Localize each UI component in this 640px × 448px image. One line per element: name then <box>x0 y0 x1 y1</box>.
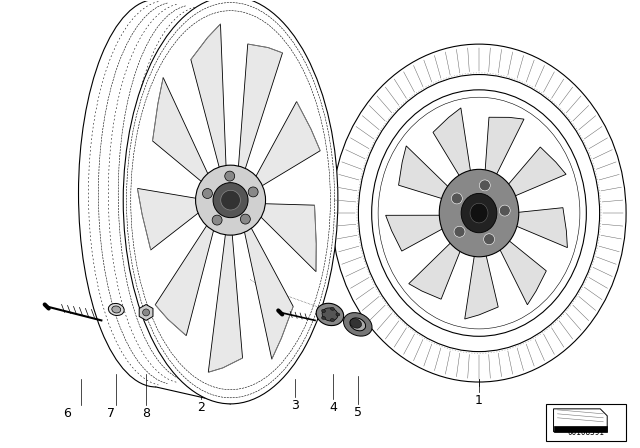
Circle shape <box>212 215 222 225</box>
Bar <box>545 404 626 441</box>
Ellipse shape <box>330 319 334 322</box>
Polygon shape <box>251 203 316 271</box>
Polygon shape <box>554 426 607 432</box>
Polygon shape <box>433 108 474 194</box>
Text: 3: 3 <box>291 399 299 412</box>
Circle shape <box>479 180 490 191</box>
Ellipse shape <box>372 90 586 336</box>
Polygon shape <box>139 305 153 320</box>
Polygon shape <box>484 117 524 193</box>
Circle shape <box>454 226 465 237</box>
Polygon shape <box>499 208 568 248</box>
Circle shape <box>499 205 510 216</box>
Circle shape <box>225 171 235 181</box>
Ellipse shape <box>439 169 519 257</box>
Circle shape <box>248 187 258 197</box>
Circle shape <box>143 309 150 316</box>
Text: 00108391: 00108391 <box>567 428 604 437</box>
Circle shape <box>202 189 212 198</box>
Ellipse shape <box>336 313 340 316</box>
Text: 4: 4 <box>329 401 337 414</box>
Circle shape <box>484 234 495 245</box>
Text: 5: 5 <box>354 406 362 419</box>
Ellipse shape <box>322 308 338 321</box>
Polygon shape <box>554 409 607 432</box>
Ellipse shape <box>321 316 326 319</box>
Polygon shape <box>242 216 293 359</box>
Text: 1: 1 <box>475 394 483 407</box>
Polygon shape <box>465 235 498 319</box>
Ellipse shape <box>124 0 338 404</box>
Ellipse shape <box>332 44 626 382</box>
Ellipse shape <box>213 183 248 218</box>
Polygon shape <box>495 147 566 204</box>
Ellipse shape <box>461 194 497 233</box>
Polygon shape <box>191 24 227 180</box>
Polygon shape <box>409 228 468 299</box>
Circle shape <box>451 193 462 204</box>
Ellipse shape <box>330 307 334 310</box>
Polygon shape <box>208 222 243 372</box>
Ellipse shape <box>344 313 372 336</box>
Circle shape <box>241 214 250 224</box>
Ellipse shape <box>112 306 121 313</box>
Ellipse shape <box>358 74 600 352</box>
Polygon shape <box>237 44 282 181</box>
Polygon shape <box>156 215 217 336</box>
Polygon shape <box>152 78 214 190</box>
Ellipse shape <box>321 310 326 312</box>
Ellipse shape <box>350 319 362 328</box>
Text: 7: 7 <box>108 407 115 420</box>
Text: 2: 2 <box>197 401 205 414</box>
Ellipse shape <box>108 303 124 315</box>
Polygon shape <box>386 215 460 251</box>
Ellipse shape <box>470 203 488 223</box>
Text: 8: 8 <box>142 407 150 420</box>
Ellipse shape <box>196 165 266 235</box>
Text: 6: 6 <box>63 407 70 420</box>
Polygon shape <box>249 102 320 193</box>
Polygon shape <box>399 146 463 204</box>
Ellipse shape <box>221 190 241 210</box>
Ellipse shape <box>316 303 344 326</box>
Polygon shape <box>491 228 547 305</box>
Ellipse shape <box>350 318 365 331</box>
Polygon shape <box>138 189 209 250</box>
